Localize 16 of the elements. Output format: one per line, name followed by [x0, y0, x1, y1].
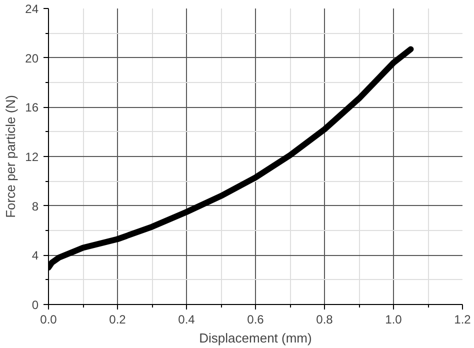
x-tick-label: 0.4: [178, 312, 196, 326]
y-tick-label: 12: [25, 150, 39, 164]
y-tick-label: 24: [25, 2, 39, 16]
y-tick-label: 20: [25, 51, 39, 66]
y-tick-label: 0: [32, 298, 39, 312]
y-tick-label: 16: [25, 100, 39, 115]
x-axis-title: Displacement (mm): [199, 330, 312, 346]
x-tick-label: 1.0: [385, 312, 402, 326]
x-tick-label: 0.8: [316, 312, 334, 326]
x-tick-label: 0.6: [247, 312, 264, 326]
y-axis-title: Force per particle (N): [3, 95, 18, 218]
x-tick-label: 0.2: [109, 312, 126, 326]
x-tick-label: 0.0: [40, 312, 58, 326]
y-tick-label: 4: [32, 248, 39, 263]
y-tick-label: 8: [32, 199, 39, 214]
x-tick-label: 1.2: [454, 312, 472, 326]
